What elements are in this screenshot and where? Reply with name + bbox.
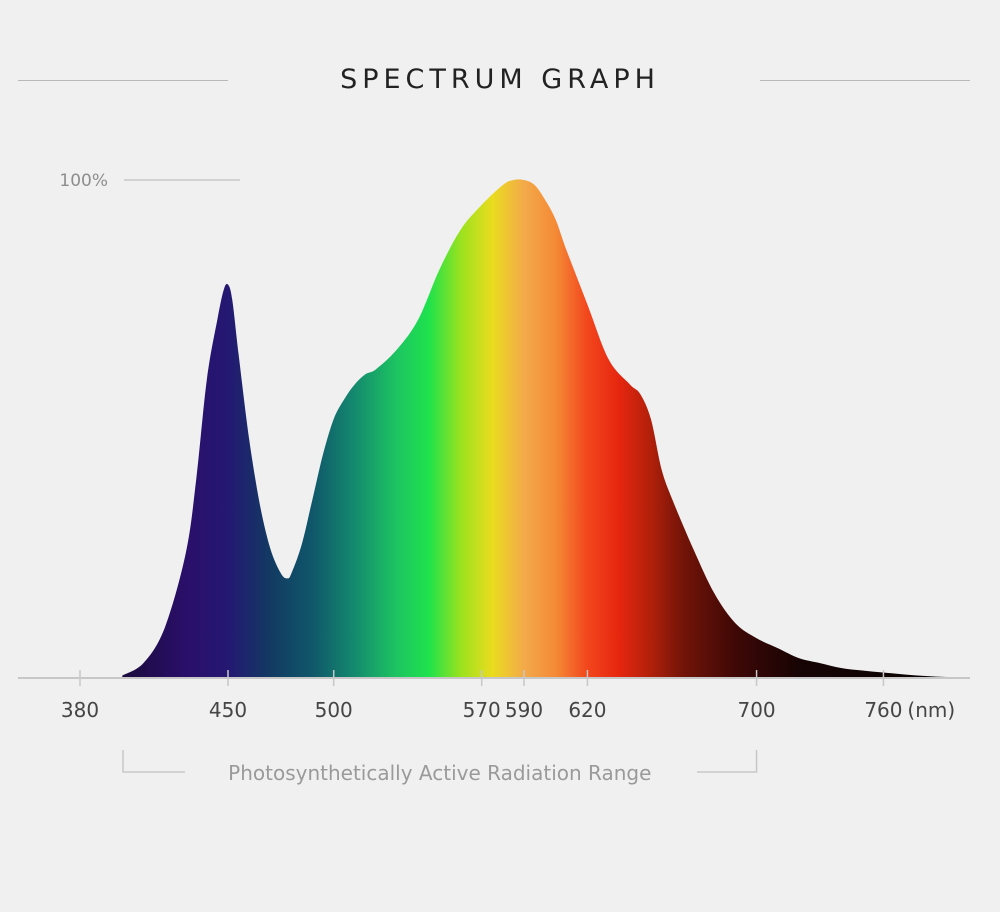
x-tick-label-620: 620 <box>568 698 606 722</box>
x-tick-label-570: 570 <box>463 698 501 722</box>
par-range-label: Photosynthetically Active Radiation Rang… <box>228 761 651 785</box>
y-axis: 100% <box>59 171 240 191</box>
x-axis: 380 450 500 570 590 620 700 760 (nm) <box>18 670 970 722</box>
y-tick-label-100: 100% <box>59 171 108 191</box>
title-rule-left <box>18 80 228 81</box>
title-rule-right <box>760 80 970 81</box>
x-tick-label-380: 380 <box>61 698 99 722</box>
x-tick-label-700: 700 <box>737 698 775 722</box>
par-bracket-left <box>122 750 185 773</box>
x-tick-label-760: 760 <box>864 698 902 722</box>
plot-area <box>122 179 969 678</box>
x-tick-label-450: 450 <box>209 698 247 722</box>
x-tick-label-500: 500 <box>315 698 353 722</box>
title-bar: SPECTRUM GRAPH <box>0 60 1000 100</box>
spectrum-area <box>122 179 969 678</box>
x-unit-label: (nm) <box>907 698 955 722</box>
par-bracket-right <box>697 750 758 773</box>
par-range-bracket: Photosynthetically Active Radiation Rang… <box>122 750 758 785</box>
x-tick-label-590: 590 <box>505 698 543 722</box>
chart-title: SPECTRUM GRAPH <box>340 64 660 95</box>
